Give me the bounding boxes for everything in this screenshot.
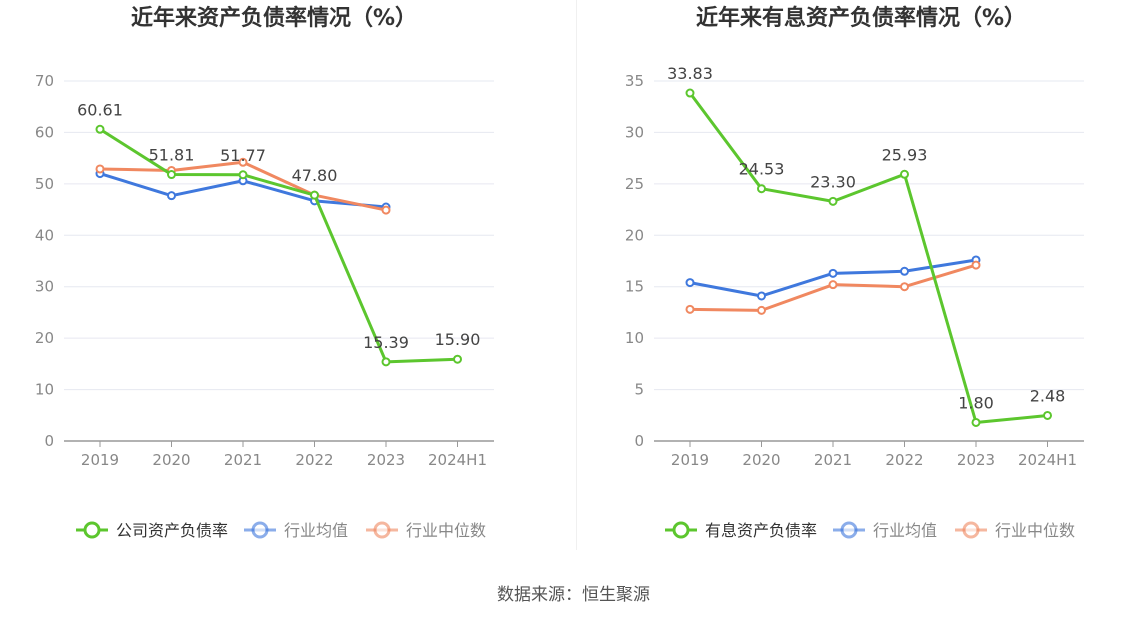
data-point[interactable] — [971, 417, 981, 427]
legend-marker — [962, 521, 980, 539]
y-tick-label: 70 — [35, 72, 54, 90]
data-point[interactable] — [900, 169, 909, 179]
data-label: 25.93 — [882, 145, 928, 164]
y-tick-label: 40 — [35, 226, 54, 244]
panel-divider — [576, 0, 577, 550]
legend-label: 有息资产负债率 — [705, 521, 817, 540]
y-tick-label: 50 — [35, 175, 54, 193]
y-tick-label: 20 — [35, 329, 54, 347]
data-label: 51.77 — [220, 146, 266, 165]
x-tick-label: 2021 — [224, 451, 262, 469]
data-point[interactable] — [828, 196, 838, 206]
x-tick-label: 2022 — [885, 451, 923, 469]
y-tick-label: 10 — [625, 329, 644, 347]
data-point[interactable] — [757, 291, 766, 301]
legend-marker — [672, 521, 690, 539]
y-tick-label: 20 — [625, 226, 644, 244]
series-line — [688, 92, 1048, 424]
data-point[interactable] — [900, 266, 909, 276]
y-tick-label: 0 — [634, 432, 644, 450]
data-source: 数据来源：恒生聚源 — [497, 585, 650, 605]
chart-svg: 近年来资产负债率情况（%） 0 10 20 30 40 50 60 70 2019 2020 2021… — [35, 5, 494, 540]
legend-label: 行业均值 — [284, 521, 348, 540]
y-tick-label: 25 — [625, 175, 644, 193]
x-tick-label: 2021 — [814, 451, 852, 469]
x-tick-label: 2023 — [957, 451, 995, 469]
data-point[interactable] — [95, 124, 105, 134]
data-point[interactable] — [238, 157, 248, 167]
data-point[interactable] — [900, 282, 909, 292]
x-tick-label: 2024H1 — [428, 451, 487, 469]
x-tick-label: 2019 — [671, 451, 709, 469]
y-tick-label: 35 — [625, 72, 644, 90]
data-point[interactable] — [971, 260, 981, 270]
data-point[interactable] — [381, 205, 391, 215]
data-point[interactable] — [381, 357, 391, 367]
data-label: 47.80 — [292, 166, 338, 185]
data-label: 23.30 — [810, 172, 856, 191]
data-label: 15.39 — [363, 333, 409, 352]
data-label: 15.90 — [435, 330, 481, 349]
legend-item[interactable]: 行业中位数 — [366, 521, 486, 540]
data-point[interactable] — [1043, 410, 1052, 420]
data-point[interactable] — [167, 191, 176, 201]
legend-label: 行业中位数 — [995, 521, 1075, 540]
data-point[interactable] — [757, 184, 766, 194]
legend-item[interactable]: 公司资产负债率 — [76, 521, 228, 540]
x-tick-label: 2023 — [367, 451, 405, 469]
legend-item[interactable]: 行业均值 — [244, 521, 348, 540]
data-point[interactable] — [757, 305, 766, 315]
x-tick-label: 2019 — [81, 451, 119, 469]
y-tick-label: 30 — [35, 278, 54, 296]
legend-marker — [251, 521, 269, 539]
data-point[interactable] — [685, 278, 695, 288]
legend-marker — [83, 521, 101, 539]
data-label: 33.83 — [667, 64, 713, 83]
y-tick-label: 15 — [625, 278, 644, 296]
chart-svg: 近年来有息资产负债率情况（%） 0 5 10 15 20 25 30 35 2019 2020 202… — [625, 5, 1084, 540]
y-tick-label: 0 — [44, 432, 54, 450]
legend-item[interactable]: 行业中位数 — [955, 521, 1075, 540]
series-line — [99, 128, 458, 364]
chart-title: 近年来资产负债率情况（%） — [131, 5, 417, 31]
chart-interest-bearing-debt-ratio: 近年来有息资产负债率情况（%） 0 5 10 15 20 25 30 35 2019 2020 202… — [577, 0, 1147, 560]
data-point[interactable] — [238, 170, 248, 180]
legend-label: 行业中位数 — [406, 521, 486, 540]
x-tick-label: 2020 — [742, 451, 780, 469]
y-tick-label: 30 — [625, 123, 644, 141]
data-label: 2.48 — [1030, 386, 1066, 405]
y-tick-label: 5 — [634, 381, 644, 399]
data-point[interactable] — [310, 190, 319, 200]
data-label: 60.61 — [77, 100, 123, 119]
data-point[interactable] — [828, 268, 838, 278]
data-point[interactable] — [828, 280, 838, 290]
chart-title: 近年来有息资产负债率情况（%） — [696, 5, 1026, 31]
legend-item[interactable]: 有息资产负债率 — [665, 521, 817, 540]
legend-marker — [840, 521, 858, 539]
y-tick-label: 60 — [35, 123, 54, 141]
data-label: 24.53 — [739, 160, 785, 179]
y-tick-label: 10 — [35, 381, 54, 399]
data-point[interactable] — [685, 304, 695, 314]
legend-item[interactable]: 行业均值 — [833, 521, 937, 540]
data-label: 1.80 — [958, 393, 994, 412]
data-label: 51.81 — [149, 146, 195, 165]
data-point[interactable] — [685, 88, 695, 98]
legend-label: 公司资产负债率 — [116, 521, 228, 540]
data-point[interactable] — [453, 354, 462, 364]
legend-marker — [373, 521, 391, 539]
data-point[interactable] — [95, 164, 105, 174]
x-tick-label: 2020 — [152, 451, 190, 469]
legend-label: 行业均值 — [873, 521, 937, 540]
x-tick-label: 2022 — [295, 451, 333, 469]
chart-debt-ratio: 近年来资产负债率情况（%） 0 10 20 30 40 50 60 70 2019 2020 2021… — [0, 0, 576, 560]
x-tick-label: 2024H1 — [1018, 451, 1077, 469]
data-point[interactable] — [167, 170, 176, 180]
